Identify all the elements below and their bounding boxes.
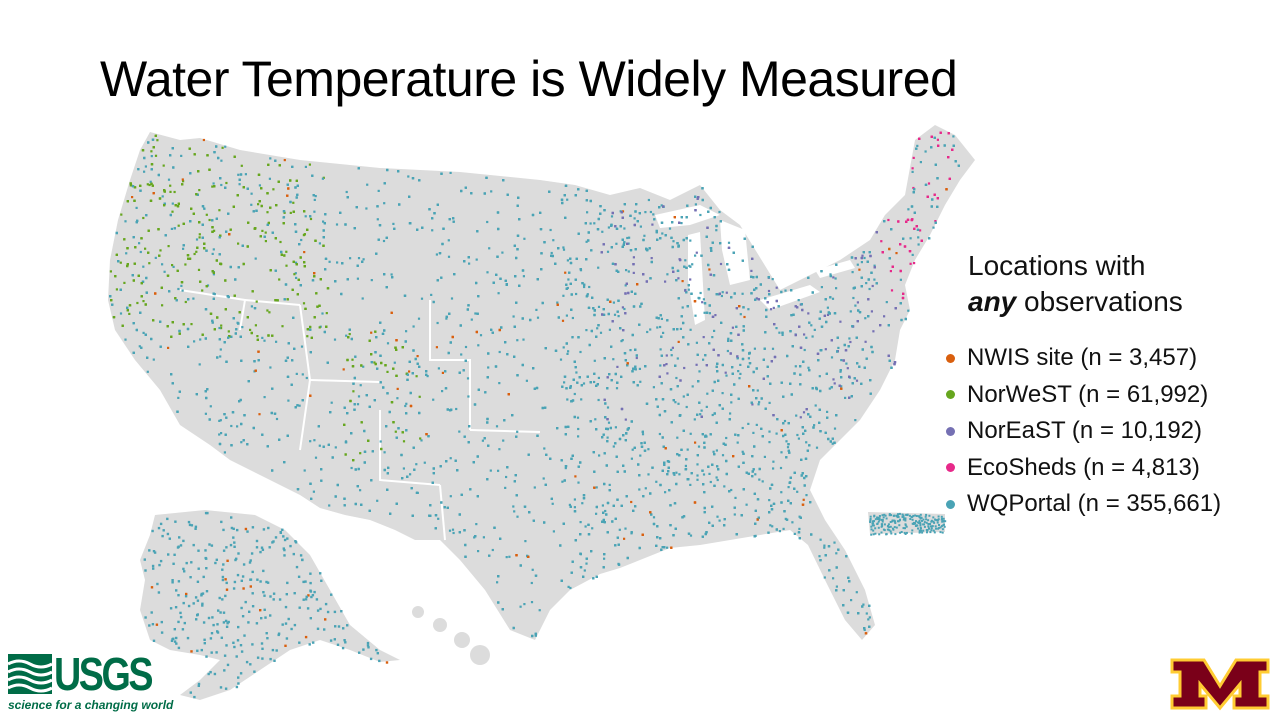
legend-heading: Locations with any observations [968,248,1221,320]
slide-title: Water Temperature is Widely Measured [100,51,958,107]
legend-label: WQPortal (n = 355,661) [967,490,1222,517]
hawaii-island [433,618,447,632]
legend-item-norwest: NorWeST (n = 61,992) [946,377,1221,414]
conus-landmass [108,125,975,640]
legend-label: NorEaST (n = 10,192) [967,417,1203,444]
umn-m-logo-icon [1170,658,1270,711]
legend-heading-line2: any observations [968,284,1221,320]
legend-item-nwis: NWIS site (n = 3,457) [946,340,1221,377]
legend-item-ecosheds: EcoSheds (n = 4,813) [946,450,1221,487]
map-legend: Locations with any observations NWIS sit… [946,248,1221,523]
hawaii-island [470,645,490,665]
hawaii-island [412,606,424,618]
legend-dot-icon [946,463,955,473]
land-shapes [108,125,975,700]
legend-dot-icon [946,499,955,509]
state-border [469,429,541,433]
usgs-wordmark: USGS [54,648,154,700]
great-lake [815,260,855,278]
state-borders [179,289,541,541]
great-lake [720,220,750,285]
state-border [439,484,446,541]
legend-item-wqportal: WQPortal (n = 355,661) [946,486,1221,523]
legend-label: NorWeST (n = 61,992) [967,380,1209,408]
legend-label: EcoSheds (n = 4,813) [967,453,1200,481]
legend-heading-line1: Locations with [968,250,1146,281]
state-border [379,410,441,486]
legend-dot-icon [946,426,955,436]
observation-points [109,131,960,699]
usgs-waves-icon [8,654,52,694]
legend-list: NWIS site (n = 3,457) NorWeST (n = 61,99… [946,340,1221,523]
legend-heading-rest: observations [1016,286,1183,317]
state-border [429,300,471,430]
legend-item-noreast: NorEaST (n = 10,192) [946,413,1221,450]
great-lake [760,285,820,310]
usgs-logo: USGS science for a changing world [8,648,183,714]
state-border [309,379,381,383]
state-border [244,299,301,306]
legend-dot-icon [946,353,955,363]
hawaii-island [454,632,470,648]
legend-heading-emphasis: any [968,286,1017,317]
legend-dot-icon [946,390,955,400]
usgs-tagline: science for a changing world [8,698,174,712]
legend-label: NWIS site (n = 3,457) [967,344,1198,371]
